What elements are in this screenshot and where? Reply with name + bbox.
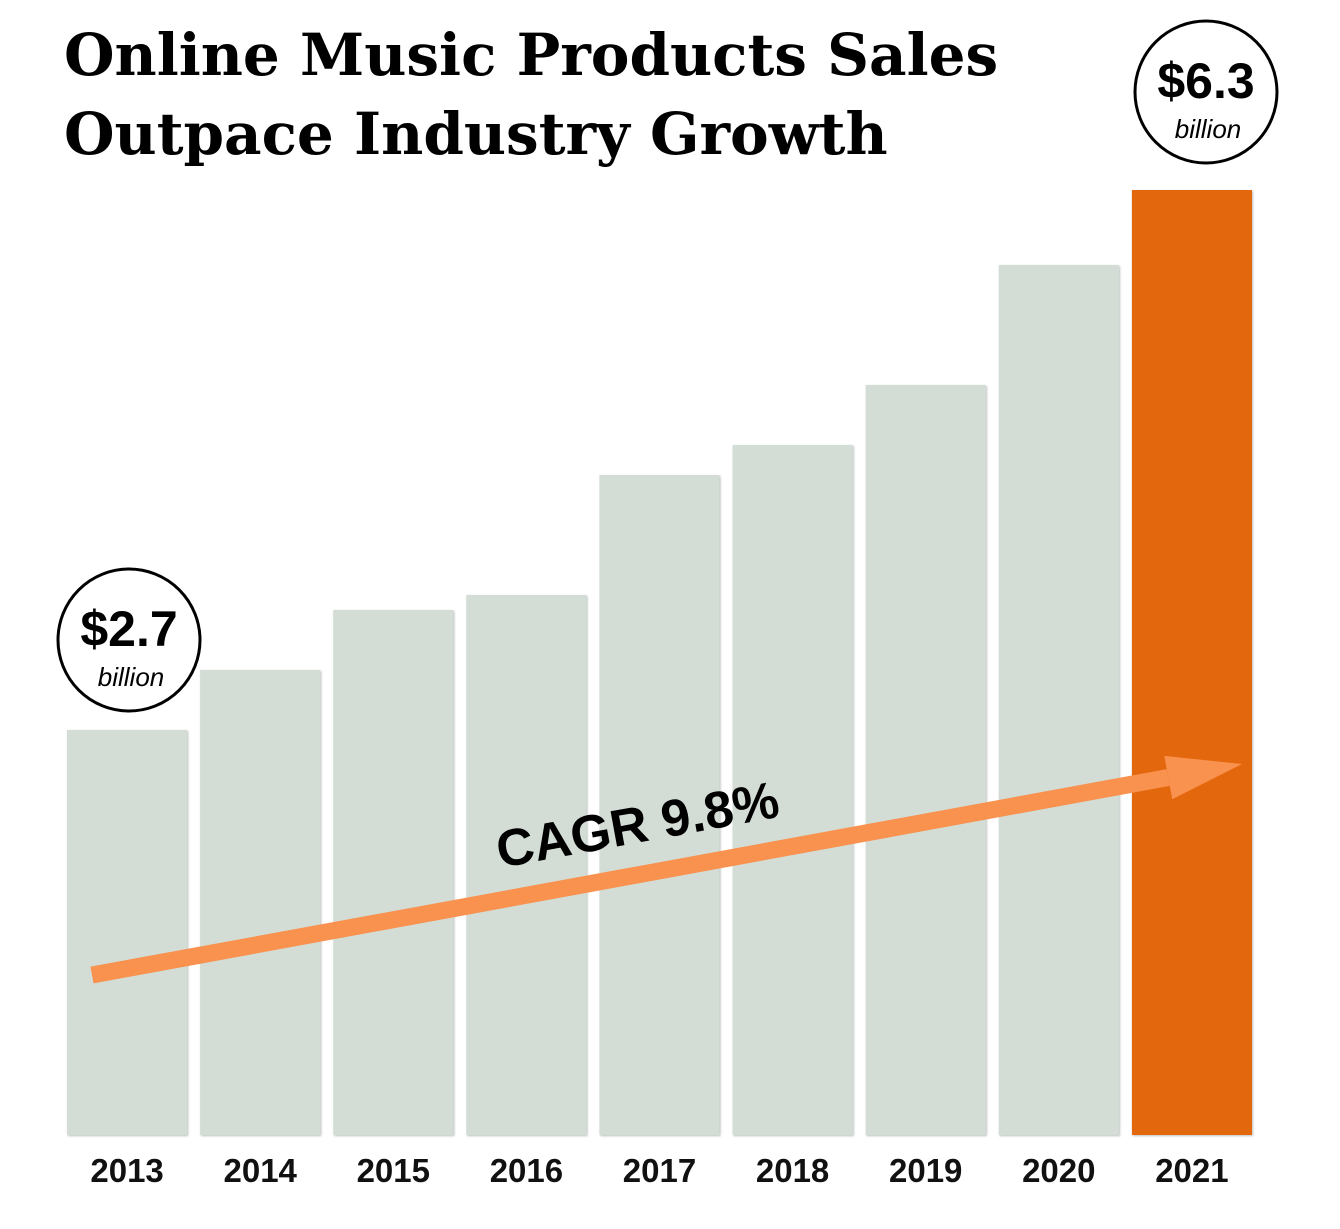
start-value-unit: billion: [98, 662, 165, 692]
x-tick-label-2021: 2021: [1155, 1152, 1228, 1189]
x-tick-label-2020: 2020: [1022, 1152, 1095, 1189]
x-tick-label-2018: 2018: [756, 1152, 829, 1189]
bar-2017: [599, 475, 720, 1135]
trend-arrow-head: [1164, 755, 1242, 800]
chart-title-line-2: Outpace Industry Growth: [64, 100, 888, 168]
end-value-circle: [1133, 19, 1279, 165]
bar-2013: [67, 730, 188, 1135]
bar-2021: [1131, 190, 1252, 1135]
bar-2018: [732, 445, 853, 1135]
bar-series: [67, 190, 1252, 1135]
x-tick-label-2013: 2013: [90, 1152, 163, 1189]
bar-2019: [865, 385, 986, 1135]
x-tick-label-2015: 2015: [357, 1152, 430, 1189]
end-value-label: $6.3: [1157, 53, 1254, 109]
start-value-bubble: $2.7 billion: [56, 567, 202, 713]
bar-2016: [466, 595, 587, 1135]
end-value-unit: billion: [1175, 114, 1242, 144]
chart-title: Online Music Products Sales Outpace Indu…: [64, 21, 998, 168]
bar-2014: [200, 670, 321, 1135]
bar-2020: [998, 265, 1119, 1135]
trend-arrow-shaft: [90, 769, 1170, 984]
x-tick-label-2019: 2019: [889, 1152, 962, 1189]
start-value-circle: [56, 567, 202, 713]
start-value-label: $2.7: [80, 601, 177, 657]
end-value-bubble: $6.3 billion: [1133, 19, 1279, 165]
x-axis-tick-labels: 2013 2014 2015 2016 2017 2018 2019 2020 2021: [90, 1152, 1228, 1189]
x-tick-label-2016: 2016: [490, 1152, 563, 1189]
x-tick-label-2017: 2017: [623, 1152, 696, 1189]
chart-title-line-1: Online Music Products Sales: [64, 21, 998, 89]
x-tick-label-2014: 2014: [223, 1152, 297, 1189]
bar-2015: [333, 610, 454, 1135]
